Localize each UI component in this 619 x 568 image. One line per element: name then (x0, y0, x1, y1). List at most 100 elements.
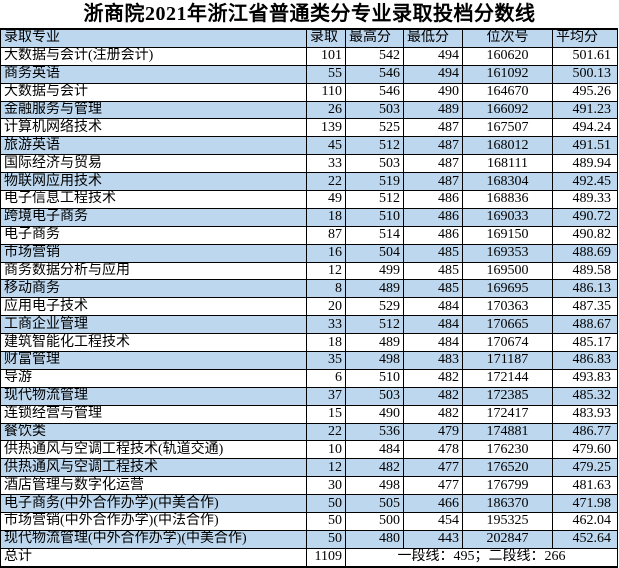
lowest-score-cell: 485 (403, 279, 463, 299)
lowest-score-cell: 484 (403, 315, 463, 335)
count-cell: 55 (306, 64, 346, 84)
table-row: 计算机网络技术 139 525 487 167507 494.24 (0, 118, 618, 138)
average-score-cell: 490.82 (552, 225, 618, 245)
count-cell: 50 (306, 494, 346, 514)
rank-cell: 168012 (462, 136, 553, 156)
lowest-score-cell: 490 (403, 82, 463, 102)
average-score-cell: 452.64 (552, 529, 618, 549)
rank-cell: 172144 (462, 368, 553, 388)
major-cell: 建筑智能化工程技术 (0, 333, 307, 353)
count-cell: 10 (306, 440, 346, 460)
rank-cell: 202847 (462, 529, 553, 549)
average-score-cell: 462.04 (552, 512, 618, 531)
count-cell: 16 (306, 243, 346, 263)
count-cell: 35 (306, 351, 346, 370)
major-cell: 物联网应用技术 (0, 172, 307, 192)
rank-cell: 164670 (462, 82, 553, 102)
highest-score-cell: 519 (345, 172, 404, 192)
major-cell: 市场营销 (0, 243, 307, 263)
lowest-score-cell: 484 (403, 333, 463, 353)
lowest-score-cell: 443 (403, 529, 463, 549)
table-row: 应用电子技术 20 529 484 170363 487.35 (0, 297, 618, 317)
count-cell: 139 (306, 118, 346, 138)
table-row: 旅游英语 45 512 487 168012 491.51 (0, 136, 618, 156)
average-score-cell: 494.24 (552, 118, 618, 138)
col-header-count: 录取 (306, 28, 346, 48)
major-cell: 计算机网络技术 (0, 118, 307, 138)
table-row: 跨境电子商务 18 510 486 169033 490.72 (0, 207, 618, 227)
major-cell: 现代物流管理 (0, 386, 307, 406)
major-cell: 餐饮类 (0, 422, 307, 442)
lowest-score-cell: 482 (403, 368, 463, 388)
table-row: 电子信息工程技术 49 512 486 168836 489.33 (0, 190, 618, 209)
major-cell: 应用电子技术 (0, 297, 307, 317)
total-row: 总计 1109 一段线：495；二段线：266 (0, 547, 618, 568)
count-cell: 50 (306, 512, 346, 531)
table-body: 大数据与会计(注册会计) 101 542 494 160620 501.61 商务英语 55 5… (0, 46, 618, 549)
highest-score-cell: 498 (345, 351, 404, 370)
average-score-cell: 486.77 (552, 422, 618, 442)
rank-cell: 168304 (462, 172, 553, 192)
count-cell: 20 (306, 297, 346, 317)
highest-score-cell: 482 (345, 458, 404, 478)
lowest-score-cell: 477 (403, 476, 463, 496)
table-row: 供热通风与空调工程技术 12 482 477 176520 479.25 (0, 458, 618, 478)
rank-cell: 170665 (462, 315, 553, 335)
count-cell: 110 (306, 82, 346, 102)
lowest-score-cell: 486 (403, 207, 463, 227)
rank-cell: 172385 (462, 386, 553, 406)
total-count-cell: 1109 (306, 547, 346, 568)
lowest-score-cell: 477 (403, 458, 463, 478)
major-cell: 连锁经营与管理 (0, 404, 307, 424)
count-cell: 87 (306, 225, 346, 245)
rank-cell: 168836 (462, 190, 553, 209)
table-row: 供热通风与空调工程技术(轨道交通) 10 484 478 176230 479.60 (0, 440, 618, 460)
major-cell: 电子商务(中外合作办学)(中美合作) (0, 494, 307, 514)
table-row: 大数据与会计(注册会计) 101 542 494 160620 501.61 (0, 46, 618, 66)
average-score-cell: 489.94 (552, 154, 618, 174)
average-score-cell: 488.69 (552, 243, 618, 263)
highest-score-cell: 504 (345, 243, 404, 263)
lowest-score-cell: 482 (403, 386, 463, 406)
count-cell: 101 (306, 46, 346, 66)
rank-cell: 176230 (462, 440, 553, 460)
count-cell: 18 (306, 333, 346, 353)
lowest-score-cell: 485 (403, 243, 463, 263)
header-row: 录取专业 录取 最高分 最低分 位次号 平均分 (0, 28, 618, 48)
rank-cell: 176520 (462, 458, 553, 478)
major-cell: 大数据与会计(注册会计) (0, 46, 307, 66)
lowest-score-cell: 494 (403, 46, 463, 66)
rank-cell: 186370 (462, 494, 553, 514)
highest-score-cell: 489 (345, 333, 404, 353)
highest-score-cell: 514 (345, 225, 404, 245)
major-cell: 电子商务 (0, 225, 307, 245)
count-cell: 49 (306, 190, 346, 209)
lowest-score-cell: 486 (403, 190, 463, 209)
lowest-score-cell: 483 (403, 351, 463, 370)
highest-score-cell: 525 (345, 118, 404, 138)
table-row: 商务英语 55 546 494 161092 500.13 (0, 64, 618, 84)
major-cell: 商务数据分析与应用 (0, 261, 307, 281)
average-score-cell: 486.83 (552, 351, 618, 370)
count-cell: 33 (306, 154, 346, 174)
count-cell: 50 (306, 529, 346, 549)
col-header-average: 平均分 (552, 28, 618, 48)
major-cell: 电子信息工程技术 (0, 190, 307, 209)
lowest-score-cell: 489 (403, 100, 463, 120)
table-row: 现代物流管理 37 503 482 172385 485.32 (0, 386, 618, 406)
rank-cell: 169695 (462, 279, 553, 299)
highest-score-cell: 529 (345, 297, 404, 317)
highest-score-cell: 542 (345, 46, 404, 66)
major-cell: 酒店管理与数字化运营 (0, 476, 307, 496)
table-row: 移动商务 8 489 485 169695 486.13 (0, 279, 618, 299)
table-row: 物联网应用技术 22 519 487 168304 492.45 (0, 172, 618, 192)
highest-score-cell: 489 (345, 279, 404, 299)
table-row: 金融服务与管理 26 503 489 166092 491.23 (0, 100, 618, 120)
rank-cell: 169353 (462, 243, 553, 263)
average-score-cell: 479.60 (552, 440, 618, 460)
lowest-score-cell: 487 (403, 172, 463, 192)
major-cell: 导游 (0, 368, 307, 388)
count-cell: 26 (306, 100, 346, 120)
highest-score-cell: 512 (345, 136, 404, 156)
major-cell: 商务英语 (0, 64, 307, 84)
